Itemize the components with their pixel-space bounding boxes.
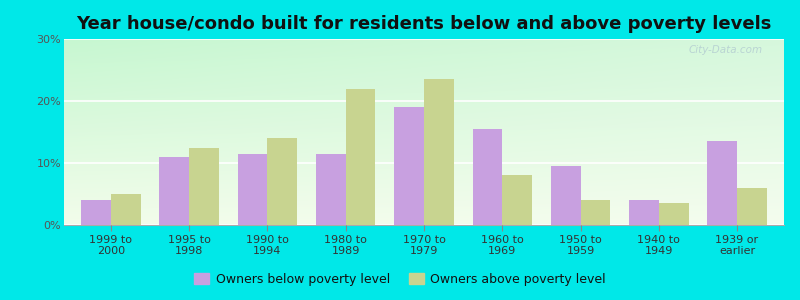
Bar: [316, 154, 346, 225]
Legend: Owners below poverty level, Owners above poverty level: Owners below poverty level, Owners above…: [190, 268, 610, 291]
Bar: [502, 176, 532, 225]
Bar: [267, 138, 298, 225]
Text: City-Data.com: City-Data.com: [688, 45, 762, 55]
Bar: [159, 157, 190, 225]
Bar: [707, 141, 737, 225]
Title: Year house/condo built for residents below and above poverty levels: Year house/condo built for residents bel…: [76, 15, 772, 33]
Bar: [658, 203, 689, 225]
Bar: [82, 200, 111, 225]
Bar: [581, 200, 610, 225]
Bar: [424, 79, 454, 225]
Bar: [111, 194, 141, 225]
Bar: [550, 166, 581, 225]
Bar: [346, 88, 375, 225]
Bar: [473, 129, 502, 225]
Bar: [238, 154, 267, 225]
Bar: [190, 148, 219, 225]
Bar: [394, 107, 424, 225]
Bar: [737, 188, 766, 225]
Bar: [629, 200, 658, 225]
